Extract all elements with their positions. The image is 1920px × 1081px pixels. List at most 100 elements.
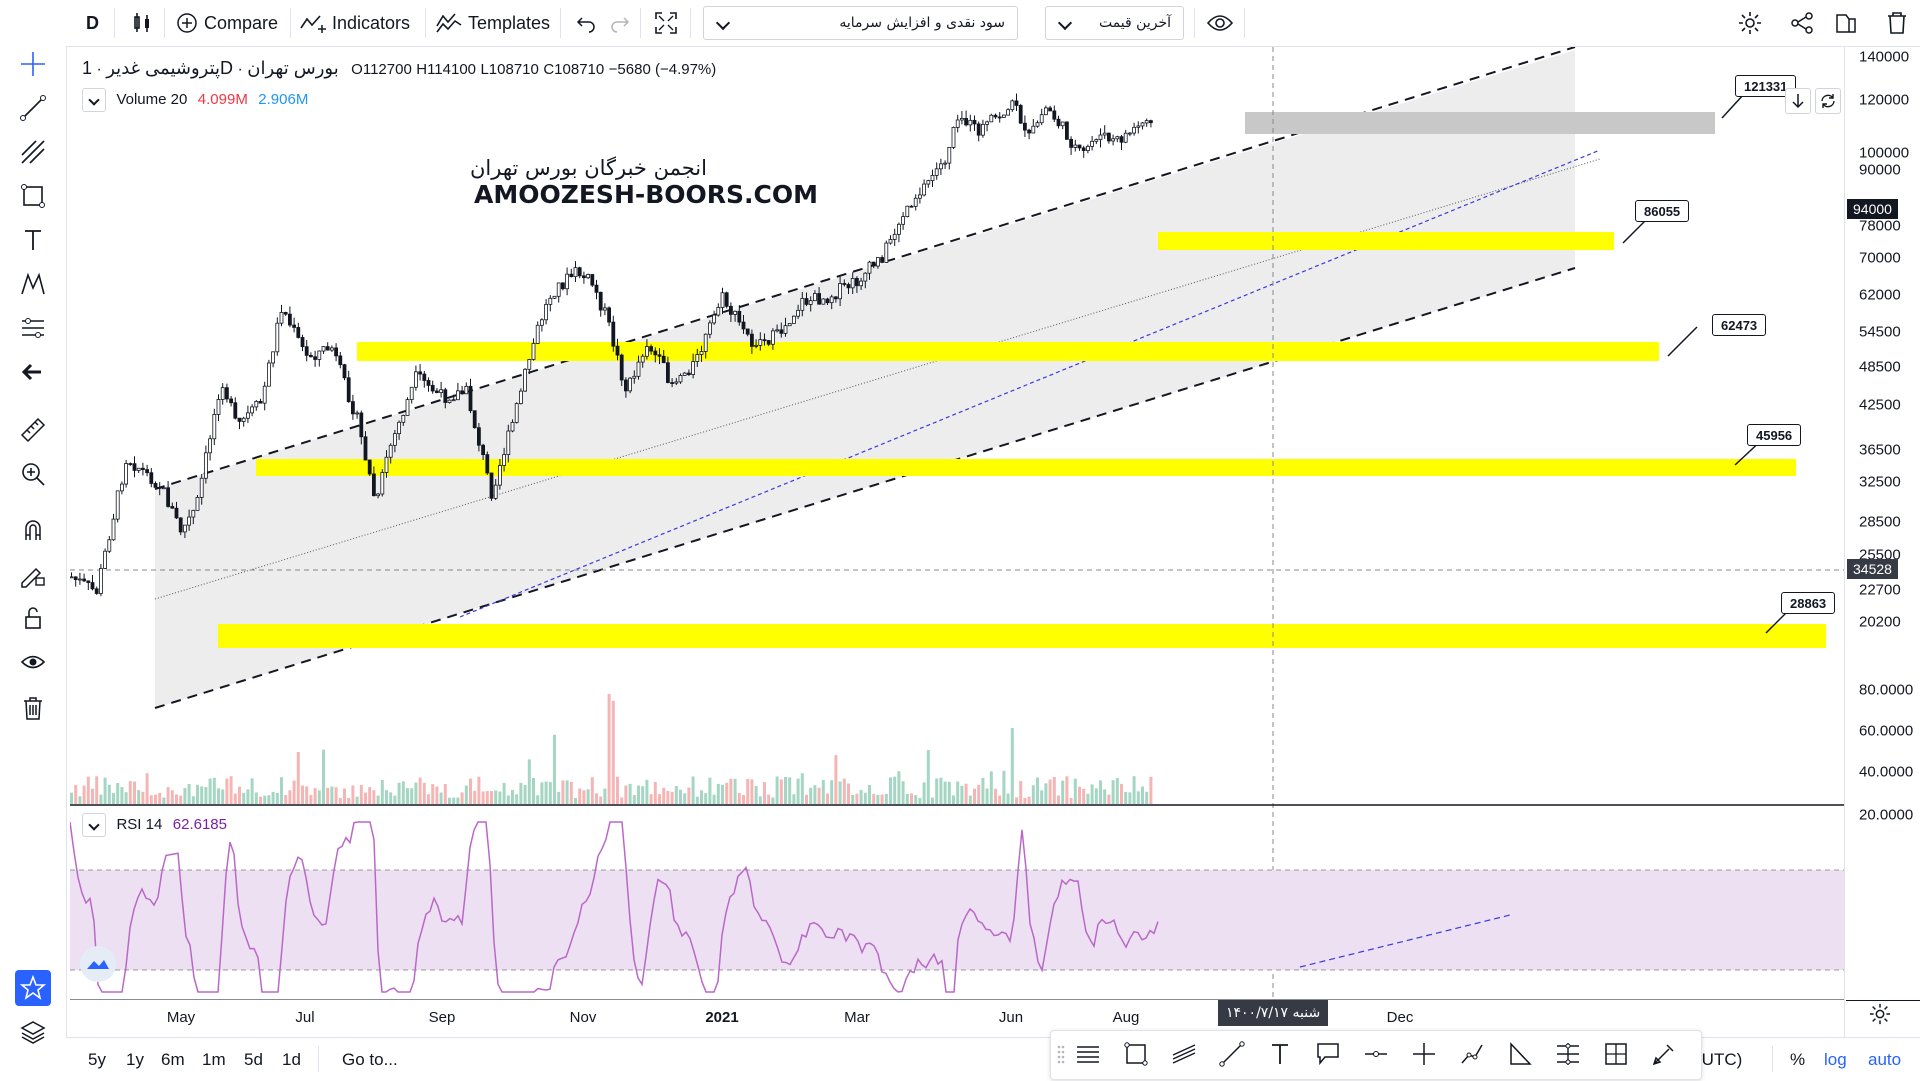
support-trend-line[interactable]	[459, 149, 1601, 618]
channel-upper-line[interactable]	[154, 46, 1576, 490]
delete-button[interactable]	[1886, 0, 1908, 46]
templates-button[interactable]: Templates	[436, 0, 550, 46]
rsi-legend[interactable]: RSI 14 62.6185	[82, 813, 227, 837]
candle-body	[69, 576, 74, 579]
triangle-tool-icon[interactable]	[1505, 1039, 1535, 1069]
visibility-button[interactable]	[1206, 0, 1234, 46]
chart-pane[interactable]	[69, 46, 1844, 1001]
drag-handle-icon[interactable]	[1055, 1039, 1067, 1069]
range-1d[interactable]: 1d	[282, 1049, 301, 1069]
range-6m[interactable]: 6m	[161, 1049, 185, 1069]
undo-button[interactable]	[576, 0, 596, 46]
pattern-icon[interactable]	[17, 268, 49, 300]
range-5d[interactable]: 5d	[244, 1049, 263, 1069]
callout-62473[interactable]: 62473	[1712, 314, 1767, 336]
layers-icon[interactable]	[17, 1016, 49, 1048]
forecast-icon[interactable]	[17, 312, 49, 344]
compare-button[interactable]: Compare	[176, 0, 278, 46]
candle-body	[951, 127, 956, 148]
rsi-trend-line[interactable]	[1299, 914, 1511, 968]
axis-settings-button[interactable]	[1869, 1003, 1891, 1030]
range-5y[interactable]: 5y	[88, 1049, 106, 1069]
symbol-button[interactable]: D	[86, 0, 99, 46]
volume-bar	[1006, 793, 1010, 804]
zone-45956[interactable]	[256, 459, 1796, 476]
timezone-button[interactable]: (UTC)	[1696, 1049, 1743, 1069]
fullscreen-button[interactable]	[654, 0, 678, 46]
scroll-to-latest-button[interactable]	[1785, 88, 1811, 114]
rectangle-icon[interactable]	[17, 180, 49, 212]
trash-icon[interactable]	[17, 692, 49, 724]
price-chart[interactable]	[69, 46, 1844, 1001]
log-toggle[interactable]: log	[1824, 1049, 1847, 1069]
pen-tool-icon[interactable]	[1649, 1039, 1679, 1069]
price-source-select[interactable]: آخرین قیمت	[1045, 6, 1184, 40]
range-1m[interactable]: 1m	[202, 1049, 226, 1069]
callout-tool-icon[interactable]	[1313, 1039, 1343, 1069]
range-1y[interactable]: 1y	[126, 1049, 144, 1069]
study-select[interactable]: سود نقدی و افزایش سرمایه	[703, 6, 1018, 40]
zone-28863[interactable]	[218, 624, 1826, 648]
share-button[interactable]	[1790, 0, 1814, 46]
star-icon[interactable]	[15, 970, 51, 1006]
callout-45956[interactable]: 45956	[1747, 424, 1802, 446]
candle-body	[653, 350, 658, 356]
unlock-icon[interactable]	[17, 602, 49, 634]
candle-body	[430, 384, 435, 392]
zone-62473[interactable]	[357, 342, 1659, 361]
path-tool-icon[interactable]	[1457, 1039, 1487, 1069]
zoom-in-icon[interactable]	[17, 458, 49, 490]
text-icon[interactable]	[17, 224, 49, 256]
volume-bar	[670, 791, 674, 804]
measure-tool-icon[interactable]	[1601, 1039, 1631, 1069]
volume-bar	[233, 793, 237, 804]
crosshair-icon[interactable]	[17, 48, 49, 80]
volume-bar	[561, 780, 565, 804]
candle-body	[527, 359, 532, 370]
brand-logo[interactable]	[80, 946, 116, 982]
volume-bar	[1128, 792, 1132, 804]
redo-button[interactable]	[610, 0, 630, 46]
candle-body	[964, 118, 968, 126]
text-tool-icon[interactable]	[1265, 1039, 1295, 1069]
volume-legend[interactable]: Volume 20 4.099M 2.906M	[82, 88, 308, 112]
trendline-icon[interactable]	[17, 92, 49, 124]
collapse-legend-button[interactable]	[82, 88, 106, 112]
snapshot-button[interactable]	[1834, 0, 1858, 46]
pitchfork-icon[interactable]	[17, 136, 49, 168]
symbol-legend[interactable]: پتروشیمی غدیر · 1D · بورس تهران O112700 …	[82, 58, 717, 78]
lock-drawing-icon[interactable]	[17, 558, 49, 590]
indicators-button[interactable]: Indicators	[300, 0, 410, 46]
horizontal-ray-icon[interactable]	[1361, 1039, 1391, 1069]
eye-icon[interactable]	[17, 646, 49, 678]
price-axis-label: 100000	[1859, 144, 1910, 162]
horizontal-lines-icon[interactable]	[1073, 1039, 1103, 1069]
resistance-zone[interactable]	[1245, 112, 1715, 134]
ruler-icon[interactable]	[17, 414, 49, 446]
trendline-tool-icon[interactable]	[1217, 1039, 1247, 1069]
auto-toggle[interactable]: auto	[1868, 1049, 1902, 1069]
percent-toggle[interactable]: %	[1790, 1049, 1806, 1069]
collapse-rsi-button[interactable]	[82, 813, 106, 837]
fib-tool-icon[interactable]	[1553, 1039, 1583, 1069]
volume-bar	[548, 782, 552, 804]
rectangle-tool-icon[interactable]	[1121, 1039, 1151, 1069]
magnet-icon[interactable]	[17, 514, 49, 546]
candle-body	[308, 354, 313, 358]
candle-body	[1094, 139, 1099, 142]
chart-type-button[interactable]	[130, 0, 154, 46]
zone-86055[interactable]	[1158, 232, 1614, 250]
back-arrow-icon[interactable]	[17, 356, 49, 388]
price-axis[interactable]: 140000 120000 100000 90000 78000 70000 62000 54…	[1844, 47, 1920, 1037]
settings-button[interactable]	[1738, 0, 1762, 46]
goto-button[interactable]: Go to...	[342, 1049, 398, 1069]
reset-chart-button[interactable]	[1815, 88, 1841, 114]
price-axis-label: 42500	[1859, 396, 1901, 414]
volume-bar	[1019, 781, 1023, 804]
cross-line-icon[interactable]	[1409, 1039, 1439, 1069]
callout-121331[interactable]: 121331	[1735, 75, 1797, 97]
callout-86055[interactable]: 86055	[1635, 200, 1690, 222]
parallel-channel-icon[interactable]	[1169, 1039, 1199, 1069]
volume-bar	[679, 789, 682, 804]
callout-28863[interactable]: 28863	[1781, 592, 1836, 614]
